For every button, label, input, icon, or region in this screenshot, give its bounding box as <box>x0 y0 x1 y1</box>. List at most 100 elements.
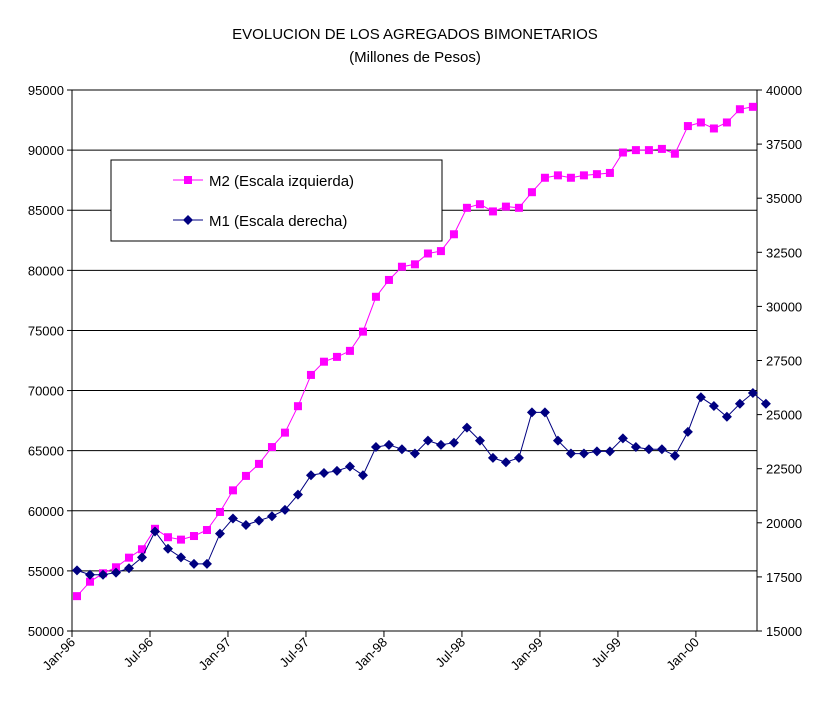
m1-point <box>357 470 368 481</box>
m1-point <box>617 433 628 444</box>
m1-point <box>175 552 186 563</box>
m1-point <box>487 452 498 463</box>
m1-point <box>474 435 485 446</box>
m2-point <box>137 545 146 554</box>
m1-point <box>84 569 95 580</box>
m1-point <box>539 407 550 418</box>
m2-point <box>618 148 627 157</box>
y-right-tick-label: 25000 <box>766 408 802 423</box>
m2-point <box>566 173 575 182</box>
m2-point <box>124 553 133 562</box>
m2-point <box>384 275 393 284</box>
m2-point <box>657 144 666 153</box>
m1-point <box>188 558 199 569</box>
m2-point <box>462 203 471 212</box>
m2-point <box>696 118 705 127</box>
legend: M2 (Escala izquierda) M1 (Escala derecha… <box>110 159 443 242</box>
x-tick-label: Jul-98 <box>432 635 468 671</box>
m1-point <box>526 407 537 418</box>
m1-point <box>279 504 290 515</box>
y-left-tick-label: 60000 <box>28 504 64 519</box>
m1-point <box>747 387 758 398</box>
m2-point <box>449 230 458 239</box>
m1-point <box>565 448 576 459</box>
m1-point <box>409 448 420 459</box>
m2-point <box>553 171 562 180</box>
series <box>72 102 771 601</box>
m1-point <box>97 569 108 580</box>
m1-point <box>578 448 589 459</box>
m2-point <box>735 105 744 114</box>
m2-point <box>501 202 510 211</box>
m2-point <box>358 327 367 336</box>
m1-point <box>760 398 771 409</box>
m1-point <box>110 567 121 578</box>
chart-subtitle: (Millones de Pesos) <box>349 49 481 66</box>
m2-point <box>371 292 380 301</box>
m2-point <box>189 532 198 541</box>
m1-point <box>305 470 316 481</box>
m1-point <box>461 422 472 433</box>
y-right-tick-label: 27500 <box>766 354 802 369</box>
m1-point <box>136 552 147 563</box>
m1-point <box>552 435 563 446</box>
y-right-tick-label: 35000 <box>766 191 802 206</box>
m1-point <box>591 446 602 457</box>
y-left-tick-label: 50000 <box>28 624 64 639</box>
x-tick-label: Jul-99 <box>588 635 624 671</box>
m1-point <box>669 450 680 461</box>
m1-point <box>370 442 381 453</box>
m2-point <box>410 260 419 269</box>
m2-point <box>267 443 276 452</box>
x-tick-label: Jan-97 <box>195 635 234 674</box>
x-tick-label: Jul-96 <box>120 635 156 671</box>
m1-point <box>201 558 212 569</box>
m1-point <box>318 468 329 479</box>
m1-point <box>734 398 745 409</box>
m2-point <box>332 352 341 361</box>
m2-point <box>319 357 328 366</box>
m2-point <box>228 486 237 495</box>
m1-point <box>682 426 693 437</box>
y-left-tick-label: 85000 <box>28 203 64 218</box>
m2-point <box>579 171 588 180</box>
m2-point <box>241 471 250 480</box>
m2-point <box>748 102 757 111</box>
legend-label-m1: M1 (Escala derecha) <box>209 213 347 230</box>
m1-point <box>240 519 251 530</box>
m1-point <box>149 526 160 537</box>
m2-point <box>475 200 484 209</box>
m2-point <box>345 346 354 355</box>
x-tick-label: Jan-96 <box>39 635 78 674</box>
legend-marker-m1 <box>183 215 193 225</box>
m1-point <box>435 439 446 450</box>
m2-point <box>111 563 120 572</box>
m2-point <box>514 203 523 212</box>
m2-point <box>670 149 679 158</box>
y-left-tick-label: 90000 <box>28 143 64 158</box>
series-line-m1 <box>76 392 767 576</box>
legend-box <box>110 159 443 242</box>
m1-point <box>72 565 82 576</box>
m1-point <box>604 446 615 457</box>
m2-point <box>592 170 601 179</box>
y-left-tick-label: 65000 <box>28 444 64 459</box>
m2-point <box>163 533 172 542</box>
m1-point <box>266 511 277 522</box>
m1-point <box>227 513 238 524</box>
m1-point <box>162 543 173 554</box>
m2-point <box>293 402 302 411</box>
m1-point <box>630 442 641 453</box>
m2-point <box>436 247 445 256</box>
m1-point <box>448 437 459 448</box>
y-right-tick-label: 37500 <box>766 137 802 152</box>
m1-point <box>656 444 667 455</box>
m2-point <box>397 262 406 271</box>
m1-point <box>396 444 407 455</box>
legend-label-m2: M2 (Escala izquierda) <box>209 173 354 190</box>
m2-point <box>722 118 731 127</box>
y-right-tick-label: 40000 <box>766 83 802 98</box>
m1-point <box>123 563 134 574</box>
